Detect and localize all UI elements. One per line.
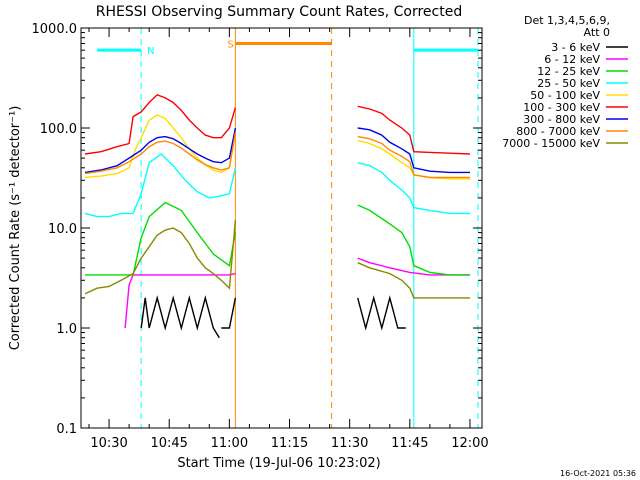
legend-label: 3 - 6 keV (551, 41, 600, 54)
series-line (357, 127, 470, 174)
series-line (140, 295, 220, 339)
legend-label: 300 - 800 keV (523, 113, 600, 126)
series-line (84, 220, 237, 295)
x-tick-label: 11:45 (391, 436, 428, 451)
series-line (84, 153, 237, 218)
series-line (357, 262, 470, 299)
chart-title: RHESSI Observing Summary Count Rates, Co… (96, 4, 462, 20)
y-tick-label: 100.0 (40, 122, 77, 137)
legend-label: 100 - 300 keV (523, 101, 600, 114)
series-line (84, 93, 237, 155)
series-line (84, 132, 237, 175)
marker-label: N (147, 46, 154, 57)
legend-header: Att 0 (584, 26, 610, 39)
series-line (357, 204, 470, 276)
x-tick-label: 11:15 (271, 436, 308, 451)
series-line (357, 162, 470, 215)
y-tick-label: 0.1 (56, 422, 77, 437)
series-line (357, 295, 406, 331)
x-tick-label: 10:30 (90, 436, 127, 451)
y-tick-label: 1.0 (56, 322, 77, 337)
y-tick-label: 10.0 (48, 222, 77, 237)
series-line (357, 135, 470, 179)
legend-label: 12 - 25 keV (537, 65, 600, 78)
legend-label: 50 - 100 keV (530, 89, 600, 102)
legend-label: 7000 - 15000 keV (502, 137, 600, 150)
y-axis-label: Corrected Count Rate (s⁻¹ detector⁻¹) (8, 106, 23, 351)
series-line (84, 127, 237, 174)
series-line (124, 272, 236, 329)
series-line (221, 297, 237, 329)
ticks-layer: 0.1 1.0 10.0 100.0 1000.0 10:30 10:45 11:00 11:1… (32, 22, 489, 451)
x-tick-label: 12:00 (451, 436, 488, 451)
x-tick-label: 11:00 (211, 436, 248, 451)
plot-layer: NS (80, 28, 479, 428)
legend-header: Det 1,3,4,5,6,9, (524, 14, 610, 27)
series-line (84, 114, 237, 179)
series-line (357, 105, 471, 155)
legend-label: 25 - 50 keV (537, 77, 600, 90)
legend-label: 800 - 7000 keV (516, 125, 600, 138)
x-tick-label: 11:30 (331, 436, 368, 451)
series-line (85, 201, 237, 276)
x-tick-label: 10:45 (150, 436, 187, 451)
legend-label: 6 - 12 keV (544, 53, 600, 66)
timestamp-label: 16-Oct-2021 05:36 (560, 469, 636, 478)
marker-label: S (227, 39, 233, 50)
y-tick-label: 1000.0 (32, 22, 78, 37)
x-axis-label: Start Time (19-Jul-06 10:23:02) (177, 456, 380, 471)
